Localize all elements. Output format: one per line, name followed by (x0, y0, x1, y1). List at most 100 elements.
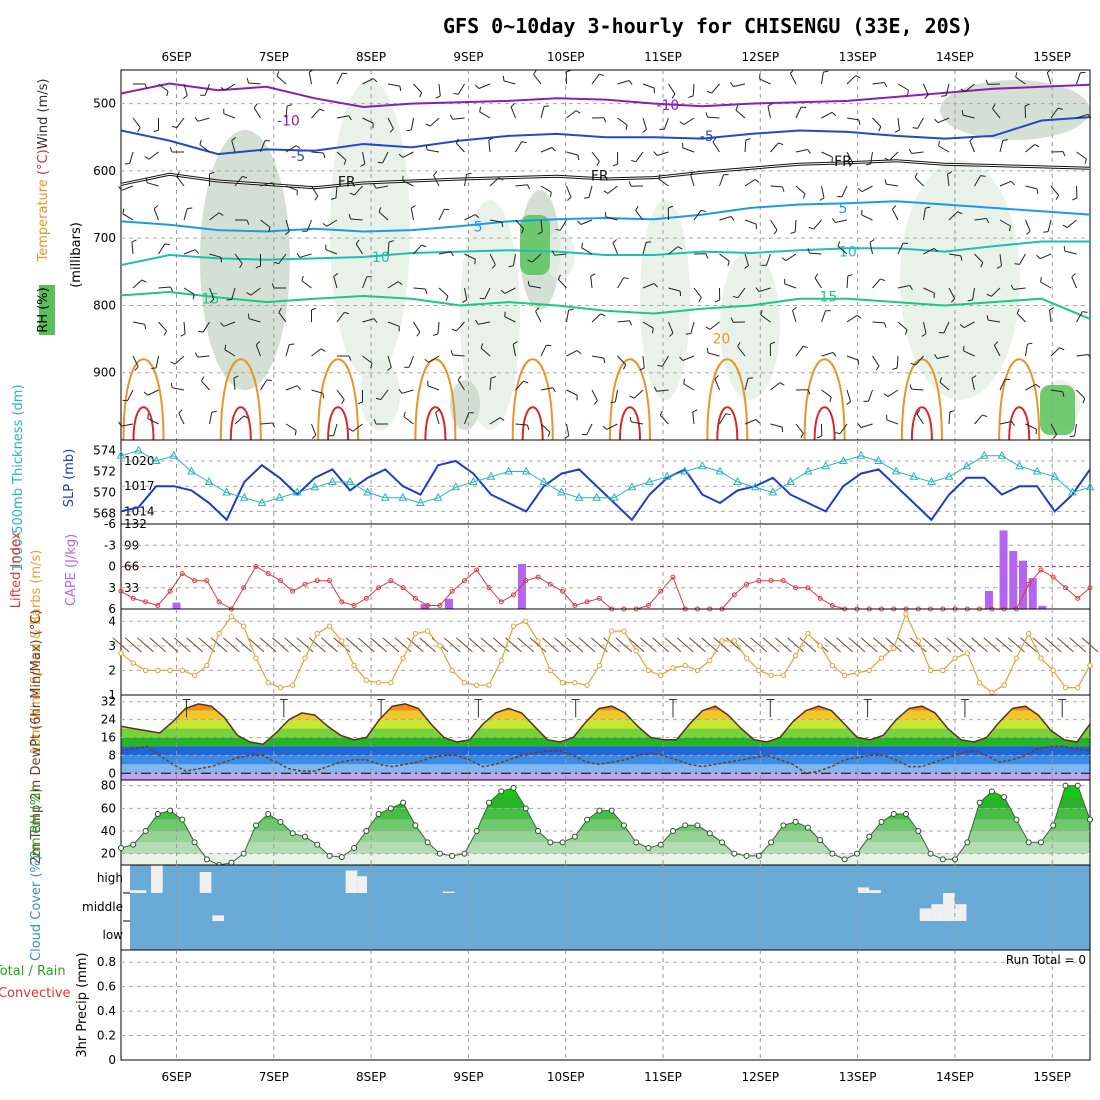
wind-barb (790, 231, 796, 234)
wind-barb (372, 78, 378, 83)
wind-barb (732, 295, 739, 299)
cape-label-part: CAPE (J/kg) (64, 534, 79, 606)
wind-barb (178, 409, 183, 414)
wind-barb (296, 637, 314, 653)
li-point (290, 588, 296, 594)
wind-barb (266, 379, 272, 382)
li-point (498, 599, 504, 605)
wind-barb (999, 219, 1011, 227)
wind-barb (272, 422, 276, 428)
wind-barb (999, 140, 1004, 153)
wind-barb (147, 389, 159, 396)
wind-barb (453, 92, 459, 95)
wind-barb (438, 83, 441, 96)
wind-barb (719, 253, 730, 262)
precip-conv-label: Convective (0, 986, 71, 1001)
wind-barb (348, 115, 352, 121)
rh-point (265, 811, 272, 817)
wind-barb (846, 75, 856, 85)
wind-barb (985, 218, 990, 224)
wind-barb (438, 208, 445, 221)
wind-barb (118, 186, 123, 191)
wind-barb (1016, 308, 1020, 314)
temp2m-panel: 0 8 16 24 32 (101, 694, 1091, 781)
wind-barb (795, 149, 808, 153)
precip-panel: 0 0.2 0.4 0.6 0.8 Run Total = 0 (97, 949, 1091, 1067)
wind-barb (296, 385, 301, 390)
li-point (793, 585, 799, 591)
wind-barb (424, 358, 430, 363)
thickness-point (539, 476, 549, 485)
wind-barb (474, 214, 480, 219)
wind-barb (523, 380, 529, 384)
wind-barb (455, 142, 465, 153)
thickness-point (609, 492, 619, 501)
rh-point (228, 859, 235, 866)
wind-barb (568, 308, 574, 311)
wind-barb (326, 219, 338, 227)
rh-point (179, 816, 186, 823)
temp2m-label-part: 2m Temp 2m DewPt (6hr Min/Max) (°C) (29, 610, 44, 865)
wind-barb (1059, 347, 1065, 351)
wind-barb (832, 218, 836, 223)
wind-barb (413, 244, 422, 255)
wind-barb (635, 205, 639, 211)
rh-point (1074, 782, 1081, 789)
wind-barb (848, 637, 866, 653)
wind-barb (357, 401, 363, 405)
cape-bar (1009, 551, 1018, 609)
wind-barb (551, 250, 556, 256)
wind-barb (260, 182, 273, 187)
wind-barb (581, 242, 584, 248)
wind-barb (271, 182, 276, 187)
wind-barb (408, 355, 414, 368)
wind-barb (897, 83, 909, 91)
cape-ytick: 132 (124, 517, 147, 531)
wind-barb (132, 355, 139, 368)
wind-barb (607, 185, 618, 194)
wind-barb (223, 113, 236, 119)
contour-label: FR (591, 169, 609, 185)
date-label-bottom: 14SEP (936, 1070, 974, 1084)
upper-air-panel: 500 600 700 800 900 -10 -10 -5 -5 FR FR FR 5 5 10 10 15 1… (93, 69, 1092, 441)
rh-point (449, 852, 456, 859)
contour-label: 5 (474, 220, 483, 236)
wind-barb (819, 197, 825, 201)
wind-barb (725, 637, 743, 653)
upper-ytick: 900 (93, 366, 116, 380)
rh-ytick: 60 (101, 801, 116, 815)
wind-point (253, 655, 259, 661)
li-point (204, 578, 210, 584)
wind-barb (535, 311, 542, 323)
wind-barb (153, 208, 159, 221)
contour-label: FR (834, 154, 852, 170)
wind-barb (628, 80, 633, 85)
isotherm-line (803, 358, 846, 441)
wind-barb (1050, 107, 1059, 119)
wind-barb (759, 78, 771, 85)
wind-barb (604, 211, 607, 217)
wind-barb (278, 253, 287, 264)
wind-barb (860, 423, 873, 428)
wind-barb (500, 289, 506, 294)
thickness-point (380, 492, 390, 501)
wind-barb (1027, 342, 1033, 345)
wind-point (1001, 682, 1007, 688)
wind-barb (243, 415, 249, 419)
wind-barb (887, 389, 899, 397)
date-label-top: 6SEP (161, 50, 191, 64)
wind-barb (1087, 113, 1092, 119)
wind-barb (547, 431, 551, 437)
precip-ytick: 0.8 (97, 955, 116, 969)
wind-barb (1025, 219, 1031, 232)
cloud-level-label: middle (82, 900, 123, 914)
wind-barb (949, 410, 955, 413)
wind-barb (934, 118, 939, 124)
upper-ytick: 500 (93, 97, 116, 111)
wind-barb (656, 151, 669, 156)
wind-point (228, 613, 235, 620)
rh-point (167, 807, 174, 814)
rh-point (326, 852, 333, 859)
wind-barb (737, 341, 741, 347)
wind-barb (410, 117, 414, 130)
